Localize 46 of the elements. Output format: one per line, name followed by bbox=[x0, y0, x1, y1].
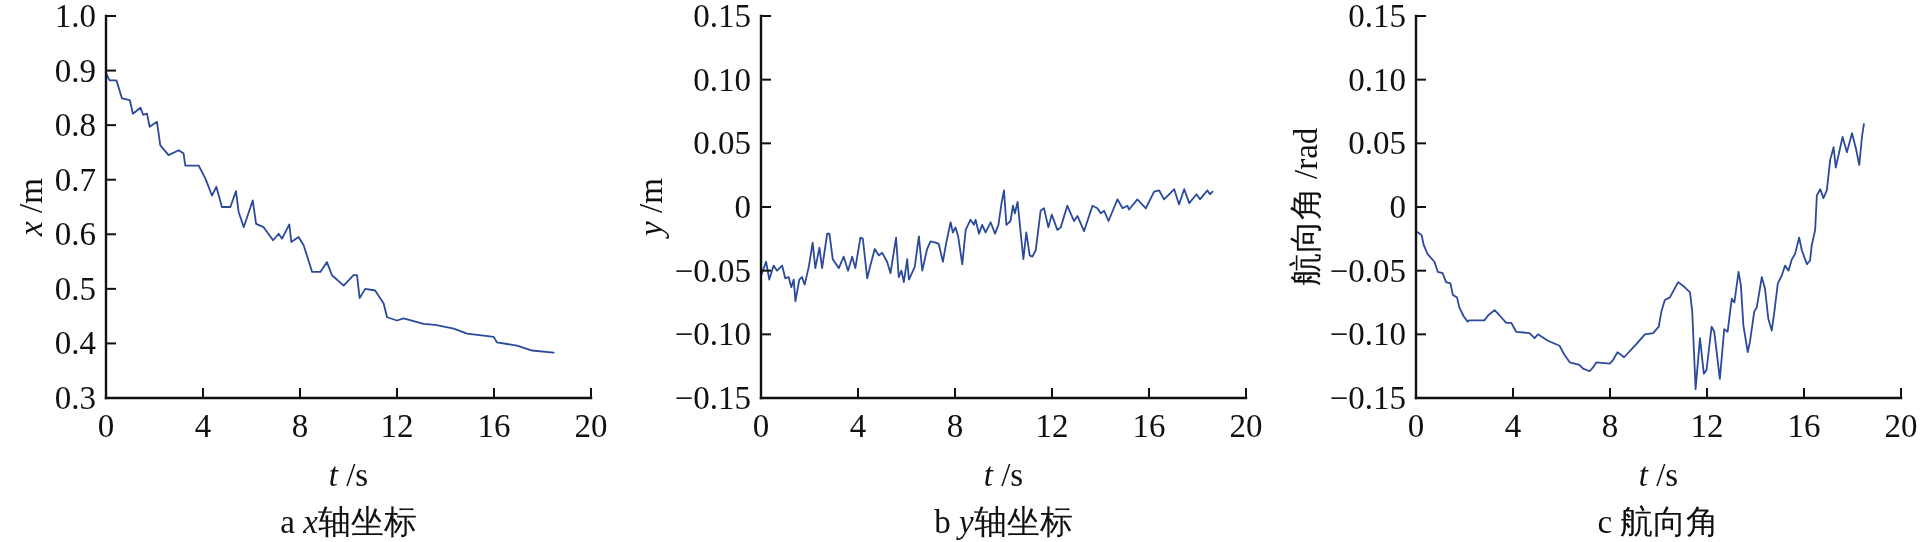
y-tick-label: 0.15 bbox=[693, 0, 751, 34]
y-tick-label: −0.15 bbox=[674, 380, 751, 416]
y-tick-label: 0.05 bbox=[1348, 125, 1406, 162]
y-tick-label: −0.05 bbox=[674, 252, 751, 289]
y-tick-label: 0.6 bbox=[54, 216, 96, 253]
x-tick-label: 8 bbox=[946, 408, 964, 444]
y-tick-label: 0.4 bbox=[54, 325, 96, 362]
x-axis-title: t /s bbox=[328, 457, 369, 493]
y-axis-title: y /m bbox=[632, 177, 669, 239]
x-tick-label: 4 bbox=[849, 408, 867, 444]
y-tick-label: 0 bbox=[1389, 189, 1406, 225]
y-tick-label: −0.10 bbox=[674, 316, 751, 353]
x-tick-label: 12 bbox=[380, 408, 414, 444]
x-tick-label: 4 bbox=[194, 408, 212, 444]
x-tick-label: 16 bbox=[1787, 408, 1821, 444]
y-tick-label: 0.10 bbox=[693, 61, 751, 98]
y-tick-label: −0.05 bbox=[1329, 252, 1406, 289]
y-tick-label: 0.3 bbox=[54, 380, 96, 416]
x-tick-label: 16 bbox=[477, 408, 511, 444]
x-tick-label: 12 bbox=[1690, 408, 1724, 444]
y-tick-label: 0 bbox=[734, 189, 751, 225]
y-axis-title: x /m bbox=[12, 177, 49, 237]
x-tick-label: 16 bbox=[1132, 408, 1166, 444]
y-tick-label: 0.8 bbox=[54, 107, 96, 144]
x-tick-label: 4 bbox=[1504, 408, 1522, 444]
y-tick-label: 0.10 bbox=[1348, 61, 1406, 98]
y-tick-label: 0.5 bbox=[54, 270, 96, 307]
y-tick-label: 0.15 bbox=[1348, 0, 1406, 34]
x-tick-label: 8 bbox=[291, 408, 309, 444]
y-tick-label: 1.0 bbox=[54, 0, 96, 34]
y-tick-label: −0.15 bbox=[1329, 380, 1406, 416]
x-axis-title: t /s bbox=[1638, 457, 1679, 493]
text: c 航向角 bbox=[1597, 504, 1720, 540]
y-tick-label: 0.7 bbox=[54, 161, 96, 198]
x-tick-label: 20 bbox=[1884, 408, 1918, 444]
x-tick-label: 12 bbox=[1035, 408, 1069, 444]
text: a x轴坐标 bbox=[280, 504, 417, 540]
x-axis-title: t /s bbox=[983, 457, 1024, 493]
x-tick-label: 8 bbox=[1601, 408, 1619, 444]
y-tick-label: −0.10 bbox=[1329, 316, 1406, 353]
y-tick-label: 0.05 bbox=[693, 125, 751, 162]
text: b y轴坐标 bbox=[934, 504, 1073, 540]
x-tick-label: 20 bbox=[574, 408, 608, 444]
y-axis-title: 航向角 /rad bbox=[1287, 127, 1324, 287]
x-tick-label: 20 bbox=[1229, 408, 1263, 444]
y-tick-label: 0.9 bbox=[54, 52, 96, 89]
